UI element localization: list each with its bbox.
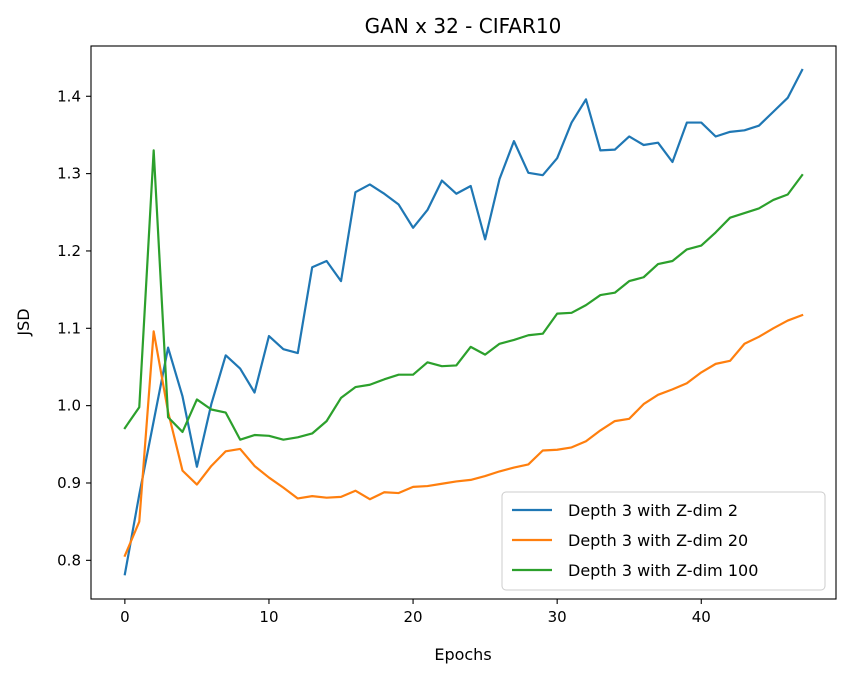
x-axis-label: Epochs	[434, 645, 491, 664]
y-tick-label: 1.3	[57, 165, 81, 183]
y-tick-label: 0.8	[57, 551, 81, 569]
y-axis-label: JSD	[14, 308, 33, 336]
series-line-2	[123, 313, 804, 558]
legend-label-2: Depth 3 with Z-dim 20	[568, 531, 748, 550]
legend	[501, 491, 826, 591]
y-tick-label: 1.2	[57, 242, 81, 260]
legend-label-1: Depth 3 with Z-dim 2	[568, 501, 738, 520]
y-tick-label: 1.1	[57, 319, 81, 337]
legend-label-3: Depth 3 with Z-dim 100	[568, 561, 758, 580]
y-tick-label: 0.9	[57, 474, 81, 492]
series-line-3	[123, 149, 804, 441]
x-tick-label: 30	[548, 608, 567, 626]
y-tick-label: 1.4	[57, 87, 81, 105]
chart-title: GAN x 32 - CIFAR10	[365, 14, 562, 38]
y-tick-label: 1.0	[57, 397, 81, 415]
x-tick-label: 40	[692, 608, 711, 626]
x-tick-label: 0	[120, 608, 130, 626]
x-tick-label: 10	[259, 608, 278, 626]
plot-frame	[90, 45, 837, 600]
x-tick-label: 20	[404, 608, 423, 626]
series-line-1	[123, 68, 804, 576]
